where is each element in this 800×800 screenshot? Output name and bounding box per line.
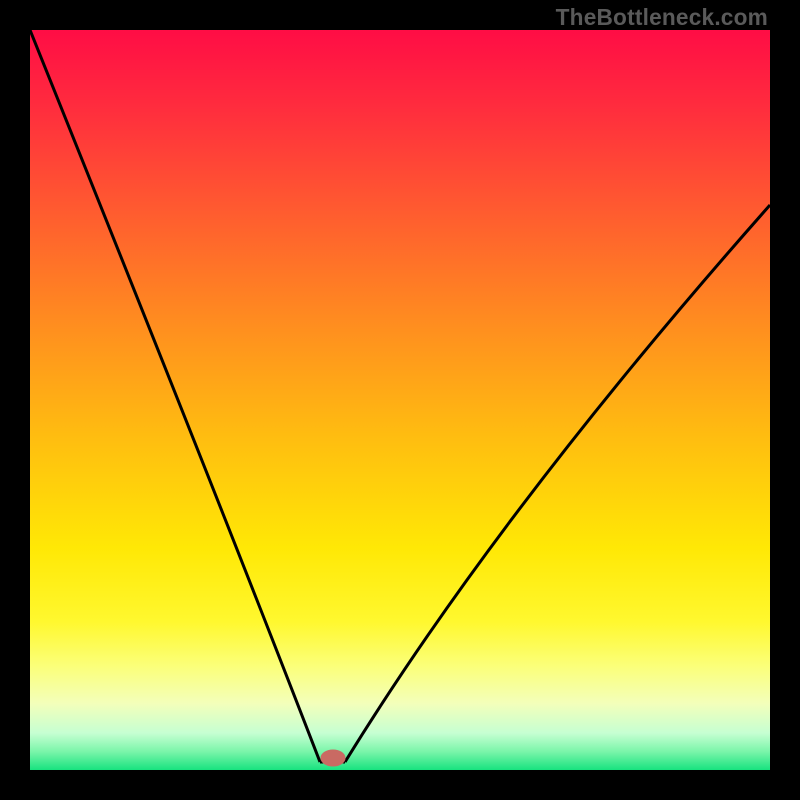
watermark-text: TheBottleneck.com [556,4,768,31]
gradient-background [30,30,770,770]
chart-frame: TheBottleneck.com [0,0,800,800]
plot-area [30,30,770,770]
minimum-marker [321,750,345,766]
chart-svg [30,30,770,770]
